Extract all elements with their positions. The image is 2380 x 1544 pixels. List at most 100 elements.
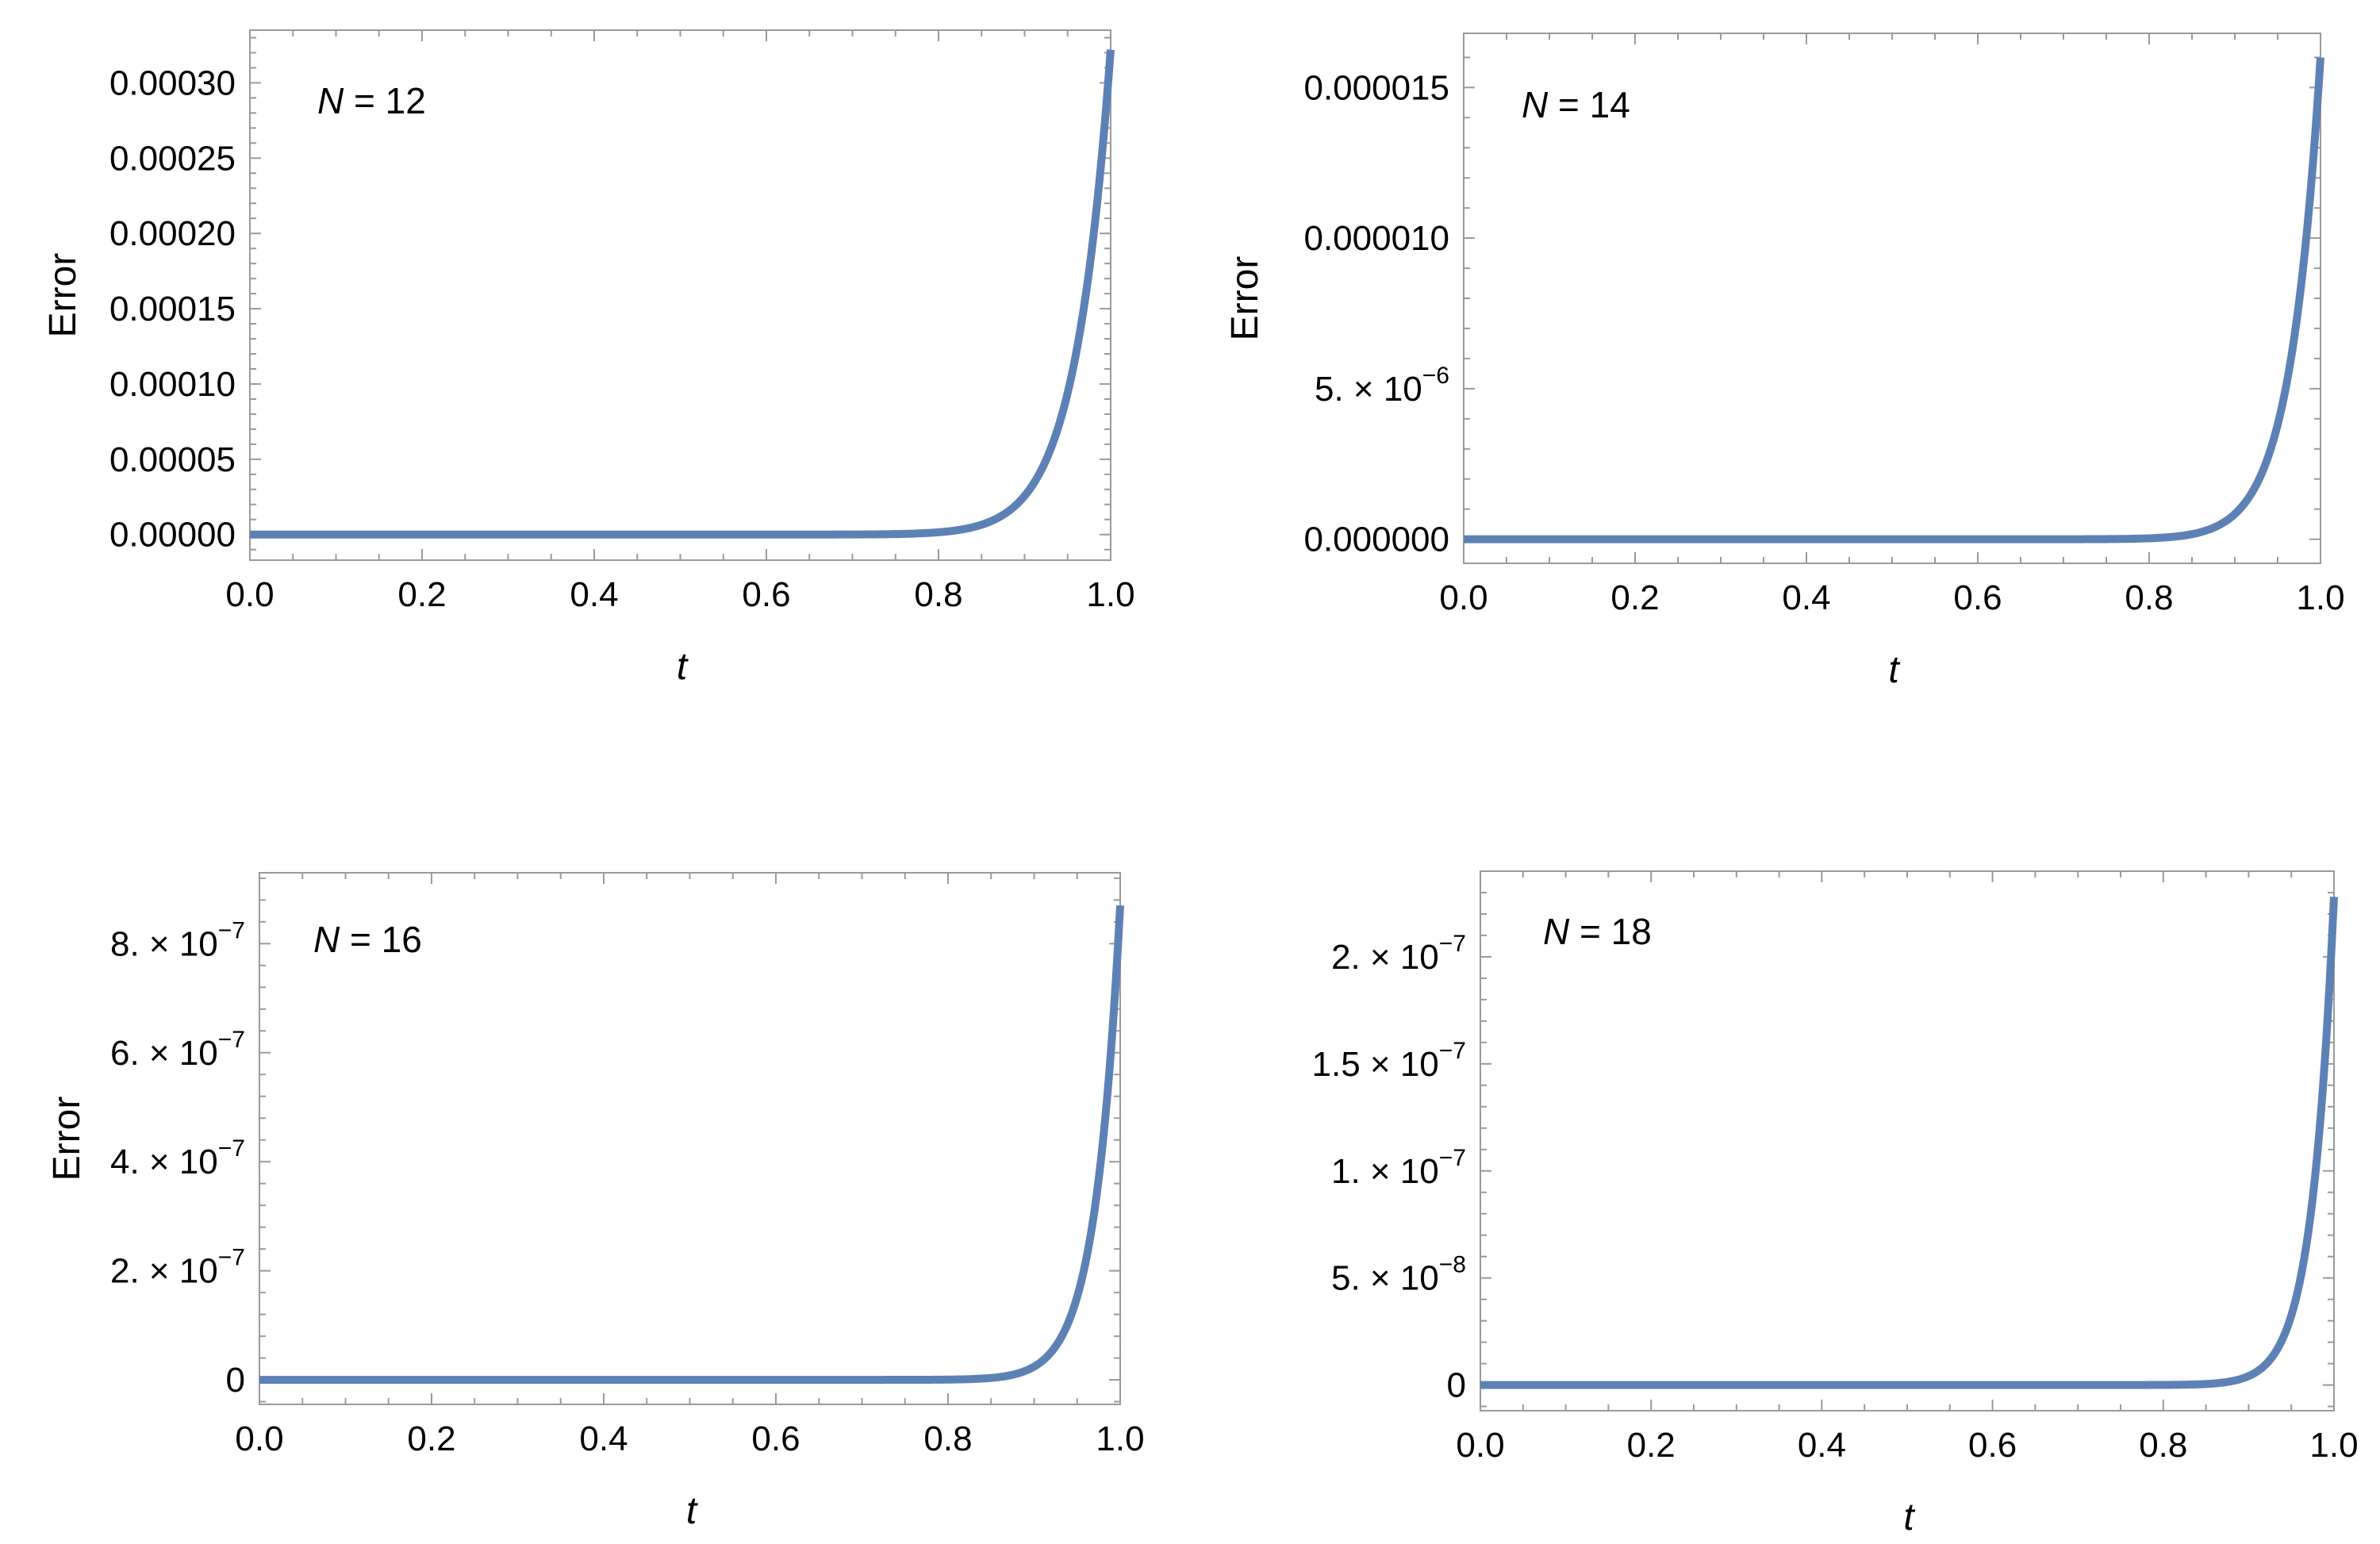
y-tick-mantissa: 1.5 × 10 [1312,1045,1439,1084]
y-tick-mantissa: 0.00015 [109,290,236,328]
annotation-value: = 18 [1569,911,1652,952]
y-tick-mantissa: 0.000015 [1303,68,1449,107]
y-tick-mantissa: 0.000010 [1303,219,1449,258]
x-tick-label: 0.4 [570,575,618,614]
y-tick-label: 0.00000 [109,516,236,555]
x-tick-label: 0.0 [1439,578,1488,617]
error-series-line [1461,57,2324,543]
y-tick-label: 0 [1447,1366,1466,1405]
y-axis-title: Error [1224,256,1266,341]
y-tick-mantissa: 0.00005 [109,440,236,479]
annotation-label: N = 12 [317,80,426,121]
y-tick-exponent: −6 [1422,363,1449,389]
x-axis-title: t [1903,1496,1915,1538]
y-tick-label: 0 [226,1361,245,1400]
x-tick-label: 0.4 [1782,578,1830,617]
y-tick-label: 8. × 10−7 [110,917,245,963]
annotation-label: N = 16 [313,919,422,960]
y-tick-label: 0.00010 [109,365,236,404]
y-tick-mantissa: 5. × 10 [1331,1259,1439,1298]
x-axis-title: t [1888,649,1900,691]
y-tick-mantissa: 0 [1447,1366,1466,1405]
y-axis-title: Error [46,1097,88,1181]
y-tick-label: 2. × 10−7 [1331,931,1466,977]
x-tick-label: 0.0 [1456,1426,1504,1465]
y-tick-label: 1. × 10−7 [1331,1145,1466,1191]
x-tick-label: 0.2 [407,1419,455,1458]
error-series-line [257,905,1124,1385]
y-tick-mantissa: 0.00000 [109,516,236,555]
y-tick-exponent: −7 [218,1027,245,1053]
y-tick-mantissa: 0.00025 [109,139,236,178]
y-tick-label: 0.000000 [1303,520,1449,559]
y-tick-exponent: −7 [218,917,245,943]
y-tick-mantissa: 8. × 10 [110,924,218,963]
annotation-var: N [317,80,344,121]
y-tick-mantissa: 1. × 10 [1331,1152,1439,1191]
y-tick-label: 1.5 × 10−7 [1312,1038,1466,1084]
y-tick-mantissa: 5. × 10 [1315,370,1422,409]
y-tick-label: 0.00005 [109,440,236,479]
y-tick-exponent: −7 [218,1135,245,1162]
y-tick-mantissa: 4. × 10 [110,1143,218,1181]
x-tick-label: 0.8 [923,1419,972,1458]
annotation-value: = 14 [1548,84,1630,125]
y-tick-label: 2. × 10−7 [110,1245,245,1291]
x-tick-label: 0.4 [579,1419,628,1458]
x-tick-label: 0.2 [1627,1426,1676,1465]
y-tick-mantissa: 2. × 10 [1331,938,1439,977]
y-tick-label: 0.00025 [109,139,236,178]
error-series-line [1478,897,2338,1389]
x-tick-label: 0.8 [2139,1426,2187,1465]
y-tick-label: 0.000010 [1303,219,1449,258]
x-tick-label: 0.0 [235,1419,283,1458]
x-tick-label: 0.2 [397,575,446,614]
y-tick-mantissa: 0.00030 [109,63,236,102]
x-tick-label: 0.8 [2125,578,2173,617]
annotation-var: N [313,919,340,960]
annotation-label: N = 14 [1522,84,1630,125]
y-tick-label: 0.00030 [109,63,236,102]
error-series-line [248,49,1115,539]
x-axis-title: t [677,646,689,688]
x-tick-label: 1.0 [2309,1426,2358,1465]
chart-panel: 0.0 0.2 0.4 0.6 0.8 1.0 0.000000 5. × 10−6 0.000… [1224,33,2345,691]
annotation-value: = 16 [340,919,422,960]
x-tick-label: 0.4 [1798,1426,1846,1465]
y-tick-mantissa: 6. × 10 [110,1034,218,1073]
x-tick-label: 1.0 [1096,1419,1144,1458]
y-tick-exponent: −7 [1439,931,1466,957]
y-tick-label: 5. × 10−8 [1331,1252,1466,1298]
chart-panel: 0.0 0.2 0.4 0.6 0.8 1.005. × 10−81. × 10−71.5… [1312,870,2359,1538]
x-tick-label: 0.6 [751,1419,800,1458]
y-tick-exponent: −7 [1439,1145,1466,1171]
y-tick-label: 0.00015 [109,290,236,328]
annotation-var: N [1543,911,1570,952]
y-tick-exponent: −8 [1439,1252,1466,1278]
annotation-label: N = 18 [1543,911,1652,952]
y-tick-mantissa: 0.000000 [1303,520,1449,559]
chart-panel: 0.0 0.2 0.4 0.6 0.8 1.002. × 10−74. × 10−76. … [46,872,1145,1532]
x-tick-label: 1.0 [1086,575,1134,614]
x-tick-label: 1.0 [2296,578,2344,617]
chart-panel: 0.0 0.2 0.4 0.6 0.8 1.0 0.00000 0.00005 0.00010 0… [42,29,1135,688]
x-tick-label: 0.8 [914,575,962,614]
x-tick-label: 0.6 [1968,1426,2017,1465]
x-tick-label: 0.6 [1953,578,2002,617]
y-tick-exponent: −7 [218,1245,245,1271]
y-tick-mantissa: 0.00010 [109,365,236,404]
x-tick-label: 0.2 [1610,578,1659,617]
annotation-var: N [1522,84,1549,125]
y-tick-label: 5. × 10−6 [1315,363,1449,409]
x-tick-label: 0.6 [742,575,790,614]
y-tick-label: 0.00020 [109,214,236,253]
y-tick-label: 0.000015 [1303,68,1449,107]
y-tick-exponent: −7 [1439,1038,1466,1064]
y-tick-mantissa: 0.00020 [109,214,236,253]
y-tick-mantissa: 2. × 10 [110,1252,218,1291]
y-tick-label: 4. × 10−7 [110,1135,245,1181]
y-axis-title: Error [42,253,84,338]
y-tick-label: 6. × 10−7 [110,1027,245,1073]
x-tick-label: 0.0 [225,575,274,614]
